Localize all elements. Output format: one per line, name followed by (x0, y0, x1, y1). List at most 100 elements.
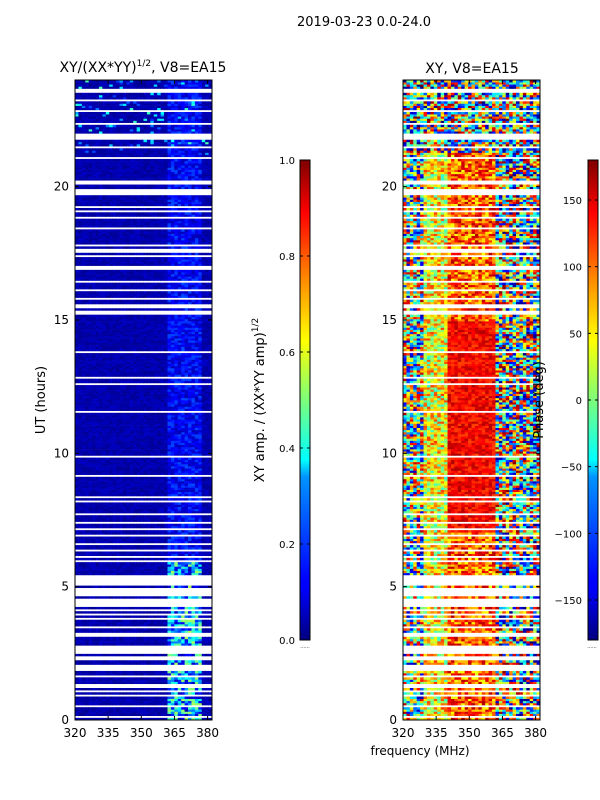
heatmap-cell (201, 621, 206, 625)
heatmap-cell (105, 679, 110, 682)
heatmap-cell (191, 365, 196, 369)
heatmap-cell (112, 478, 117, 482)
heatmap-cell (136, 700, 141, 704)
heatmap-cell (205, 700, 209, 704)
heatmap-cell (88, 391, 93, 394)
heatmap-cell (150, 361, 155, 365)
heatmap-cell (78, 417, 83, 420)
heatmap-cell (109, 393, 114, 397)
heatmap-cell (205, 363, 209, 367)
heatmap-cell (109, 681, 114, 685)
heatmap-cell (167, 692, 172, 695)
heatmap-cell (170, 510, 175, 514)
heatmap-cell (78, 470, 83, 473)
heatmap-cell (153, 363, 158, 367)
heatmap-cell (146, 564, 151, 567)
heatmap-cell (140, 628, 144, 631)
heatmap-cell (208, 464, 213, 467)
heatmap-cell (95, 628, 100, 631)
heatmap-cell (181, 357, 185, 360)
heatmap-cell (170, 400, 175, 403)
heatmap-cell (164, 374, 168, 377)
heatmap-cell (160, 545, 165, 548)
heatmap-cell (164, 427, 168, 431)
heatmap-cell (88, 670, 93, 674)
heatmap-cell (146, 363, 151, 367)
heatmap-cell (116, 530, 120, 533)
heatmap-cell (109, 368, 114, 371)
heatmap-cell (112, 361, 117, 365)
heatmap-cell (160, 359, 165, 362)
heatmap-cell (164, 502, 168, 505)
heatmap-cell (85, 547, 90, 550)
heatmap-cell (109, 621, 114, 625)
heatmap-cell (136, 506, 141, 510)
heatmap-cell (205, 387, 209, 390)
heatmap-cell (143, 444, 148, 448)
heatmap-cell (85, 491, 90, 495)
heatmap-cell (167, 453, 172, 456)
heatmap-cell (177, 357, 182, 360)
heatmap-cell (140, 707, 144, 710)
heatmap-cell (116, 466, 120, 469)
heatmap-cell (136, 372, 141, 375)
heatmap-cell (181, 551, 185, 554)
heatmap-cell (88, 530, 93, 533)
heatmap-cell (201, 446, 206, 450)
heatmap-cell (109, 436, 114, 439)
heatmap-cell (167, 662, 172, 665)
heatmap-cell (208, 538, 213, 542)
heatmap-cell (133, 372, 138, 375)
heatmap-cell (105, 425, 110, 429)
heatmap-cell (198, 711, 203, 714)
heatmap-cell (208, 368, 213, 371)
heatmap-cell (85, 438, 90, 441)
heatmap-cell (116, 385, 120, 388)
heatmap-cell (184, 491, 189, 495)
heatmap-cell (81, 359, 86, 362)
heatmap-cell (181, 380, 185, 384)
heatmap-cell (177, 453, 182, 456)
heatmap-cell (75, 596, 79, 599)
heatmap-cell (133, 344, 138, 347)
heatmap-cell (98, 662, 103, 665)
heatmap-cell (191, 717, 196, 721)
heatmap-cell (85, 662, 90, 665)
heatmap-cell (208, 596, 213, 599)
heatmap-cell (198, 453, 203, 456)
heatmap-cell (181, 449, 185, 452)
heatmap-cell (105, 436, 110, 439)
heatmap-cell (170, 519, 175, 522)
heatmap-cell (177, 566, 182, 569)
heatmap-cell (160, 353, 165, 356)
heatmap-cell (92, 504, 96, 507)
heatmap-cell (181, 553, 185, 557)
heatmap-cell (205, 434, 209, 437)
heatmap-cell (198, 472, 203, 475)
heatmap-cell (81, 636, 86, 640)
heatmap-cell (143, 348, 148, 352)
heatmap-cell (102, 451, 107, 454)
heatmap-cell (105, 538, 110, 542)
heatmap-cell (85, 717, 90, 721)
heatmap-cell (146, 421, 151, 424)
heatmap-cell (184, 404, 189, 407)
heatmap-cell (85, 440, 90, 443)
heatmap-cell (112, 545, 117, 548)
heatmap-cell (122, 400, 127, 403)
heatmap-cell (129, 572, 134, 576)
heatmap-cell (146, 449, 151, 452)
heatmap-cell (116, 679, 120, 682)
heatmap-cell (201, 483, 206, 486)
heatmap-cell (188, 466, 192, 469)
heatmap-cell (170, 696, 175, 699)
heatmap-cell (105, 540, 110, 544)
heatmap-cell (140, 540, 144, 544)
heatmap-cell (126, 525, 131, 529)
heatmap-cell (75, 709, 79, 712)
heatmap-cell (102, 628, 107, 631)
heatmap-cell (105, 510, 110, 514)
heatmap-cell (102, 638, 107, 642)
heatmap-cell (157, 387, 162, 390)
heatmap-cell (150, 679, 155, 682)
